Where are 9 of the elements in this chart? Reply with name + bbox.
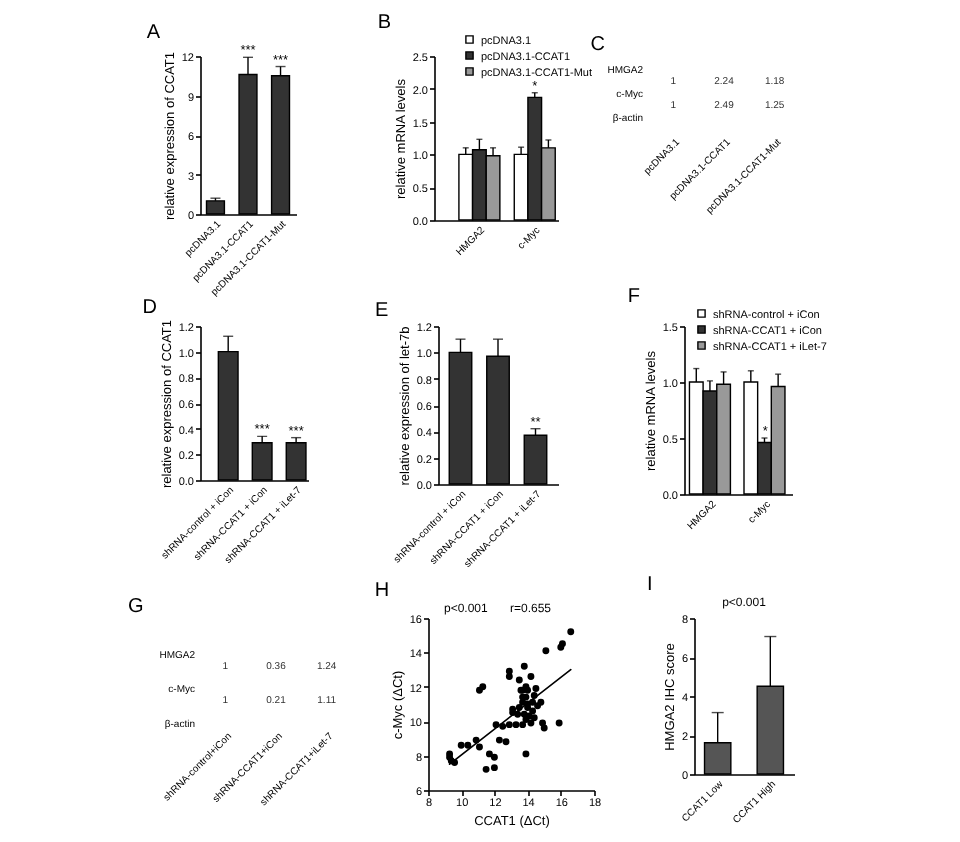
text: C	[590, 34, 605, 56]
chart-title: H	[374, 580, 390, 602]
chart-title: A	[146, 22, 161, 45]
chart-title: I	[646, 574, 653, 596]
chart-title: D	[142, 296, 158, 319]
chart-title: B	[377, 12, 392, 34]
text: G	[128, 596, 144, 618]
chart-title: F	[627, 286, 640, 308]
chart-title: E	[374, 300, 389, 322]
